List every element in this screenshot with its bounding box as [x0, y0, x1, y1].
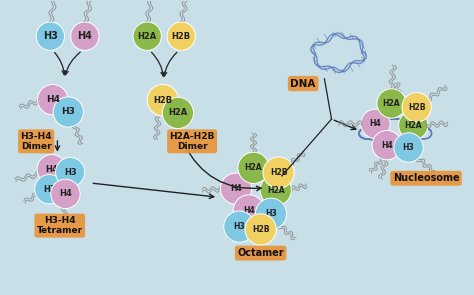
Text: DNA: DNA: [291, 78, 316, 88]
Circle shape: [394, 133, 423, 162]
Circle shape: [53, 97, 83, 127]
Text: H2A: H2A: [137, 32, 157, 41]
Text: H4: H4: [230, 184, 242, 193]
Circle shape: [55, 158, 85, 187]
Text: H4: H4: [46, 95, 60, 104]
Circle shape: [133, 22, 161, 50]
Circle shape: [399, 111, 428, 140]
Text: H2B: H2B: [408, 103, 425, 112]
Circle shape: [263, 157, 294, 188]
Text: H3: H3: [64, 168, 76, 177]
Text: Octamer: Octamer: [237, 248, 284, 258]
Circle shape: [377, 89, 406, 118]
Text: H2A-H2B
Dimer: H2A-H2B Dimer: [169, 132, 215, 151]
Circle shape: [361, 109, 390, 138]
Text: H4: H4: [46, 165, 58, 174]
Text: H3: H3: [43, 185, 55, 194]
Circle shape: [162, 97, 193, 129]
Text: H2B: H2B: [172, 32, 191, 41]
Circle shape: [147, 84, 178, 116]
Text: H4: H4: [370, 119, 382, 128]
Text: H3: H3: [43, 31, 58, 41]
Circle shape: [233, 195, 264, 226]
Circle shape: [36, 22, 64, 50]
Circle shape: [51, 179, 80, 209]
Text: H4: H4: [59, 189, 72, 199]
Text: H3: H3: [403, 143, 414, 152]
Text: H3-H4
Dimer: H3-H4 Dimer: [20, 132, 52, 151]
Text: H4: H4: [77, 31, 92, 41]
Circle shape: [220, 173, 252, 204]
Circle shape: [35, 175, 64, 204]
Text: Nucleosome: Nucleosome: [393, 173, 459, 183]
Text: H3-H4
Tetramer: H3-H4 Tetramer: [36, 216, 83, 235]
Circle shape: [245, 214, 276, 245]
Circle shape: [71, 22, 99, 50]
Text: H3: H3: [265, 209, 277, 218]
Text: H3: H3: [234, 222, 245, 231]
Text: H2A: H2A: [245, 163, 262, 172]
Circle shape: [37, 155, 66, 184]
Text: H2B: H2B: [252, 225, 269, 234]
Circle shape: [372, 130, 401, 160]
Text: H4: H4: [243, 206, 255, 215]
Text: H3: H3: [61, 107, 75, 117]
Circle shape: [402, 93, 431, 122]
Circle shape: [255, 198, 287, 230]
Circle shape: [238, 152, 269, 183]
Circle shape: [224, 211, 255, 242]
Text: H2A: H2A: [168, 109, 188, 117]
Text: H2A: H2A: [404, 121, 422, 130]
Text: H2B: H2B: [153, 96, 173, 105]
Circle shape: [260, 175, 292, 206]
Text: H4: H4: [381, 141, 392, 150]
Text: H2A: H2A: [267, 186, 284, 195]
Text: H2B: H2B: [270, 168, 287, 177]
Circle shape: [37, 84, 68, 115]
Text: H2A: H2A: [383, 99, 401, 108]
Circle shape: [167, 22, 195, 50]
